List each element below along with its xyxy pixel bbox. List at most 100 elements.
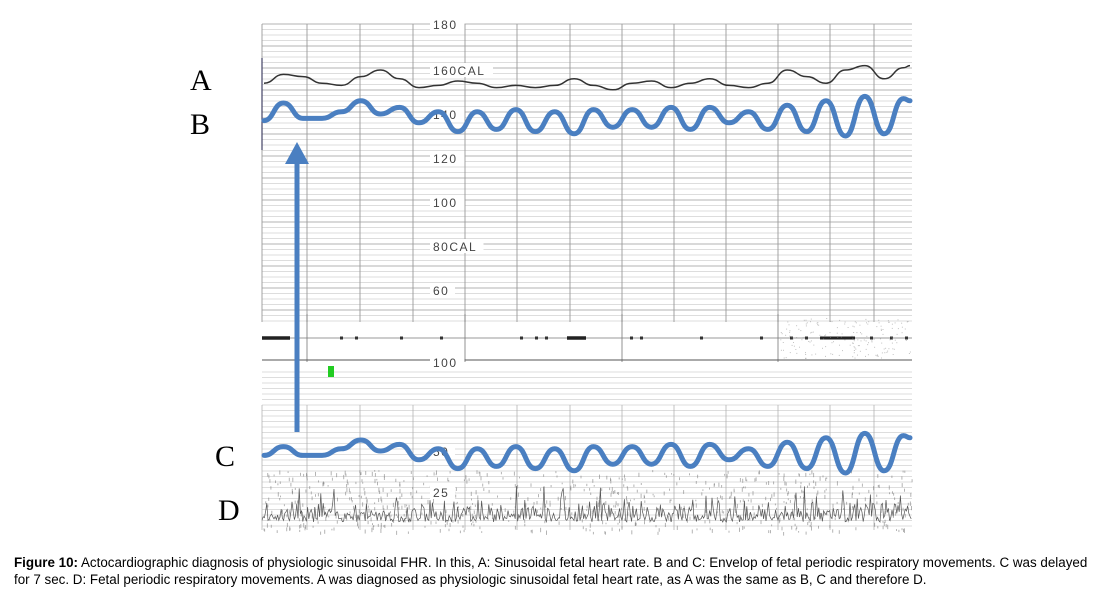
- trace-d-speck: [834, 517, 836, 521]
- trace-d-speck: [876, 494, 878, 497]
- trace-d-speck: [777, 515, 779, 519]
- trace-d-speck: [877, 526, 879, 529]
- trace-d-speck: [765, 482, 767, 485]
- band-speck: [896, 333, 898, 335]
- event-dot: [890, 336, 893, 340]
- trace-d-speck: [491, 503, 493, 506]
- trace-d-speck: [337, 497, 338, 502]
- trace-d-speck: [744, 486, 746, 489]
- event-dot: [340, 336, 343, 340]
- trace-d-speck: [473, 523, 475, 527]
- trace-d-speck: [393, 519, 395, 523]
- band-speck: [873, 338, 875, 340]
- trace-d-speck: [480, 476, 482, 481]
- band-speck: [852, 337, 854, 339]
- upper-scale-label: 80CAL: [433, 240, 477, 254]
- trace-d-speck: [904, 513, 906, 518]
- trace-d-speck: [600, 514, 602, 518]
- event-dot: [355, 336, 358, 340]
- trace-d-speck: [349, 497, 351, 501]
- trace-d-speck: [325, 516, 327, 521]
- trace-d-speck: [716, 497, 718, 500]
- trace-d-speck: [746, 479, 748, 482]
- trace-d-speck: [610, 493, 612, 497]
- trace-d-speck: [739, 500, 741, 503]
- trace-d-speck: [809, 524, 811, 528]
- trace-d-speck: [624, 474, 625, 478]
- trace-d-speck: [858, 492, 860, 495]
- trace-d-speck: [322, 482, 324, 487]
- trace-d-speck: [331, 528, 333, 531]
- trace-d-speck: [384, 524, 386, 528]
- trace-d-speck: [380, 522, 382, 527]
- event-dot: [520, 336, 523, 340]
- trace-d-speck: [721, 510, 723, 514]
- trace-d-speck: [390, 514, 392, 517]
- trace-d-speck: [399, 482, 401, 486]
- trace-d-speck: [904, 470, 906, 473]
- trace-d-speck: [911, 479, 913, 483]
- trace-d-speck: [286, 514, 288, 518]
- trace-d-speck: [457, 514, 459, 518]
- band-speck: [831, 342, 833, 344]
- band-speck: [875, 354, 877, 356]
- trace-d-speck: [404, 504, 406, 508]
- trace-d-speck: [730, 491, 732, 496]
- band-speck: [891, 342, 893, 344]
- trace-d-speck: [292, 505, 294, 508]
- band-speck: [809, 341, 811, 343]
- trace-d-speck: [589, 488, 591, 491]
- band-speck: [838, 354, 840, 356]
- trace-d-speck: [627, 487, 629, 491]
- trace-d-speck: [689, 473, 690, 476]
- band-speck: [901, 332, 903, 334]
- trace-d-speck: [370, 517, 372, 522]
- trace-d-speck: [310, 491, 312, 495]
- trace-d-speck: [723, 511, 725, 514]
- trace-d-speck: [742, 478, 744, 483]
- trace-d-speck: [302, 503, 304, 507]
- trace-d-speck: [549, 500, 551, 503]
- trace-d-speck: [368, 508, 370, 513]
- trace-d-speck: [545, 506, 547, 508]
- trace-d-speck: [311, 515, 313, 519]
- trace-d-speck: [486, 473, 488, 477]
- trace-d-speck: [786, 488, 788, 492]
- trace-d-speck: [369, 514, 371, 517]
- trace-d-speck: [446, 521, 448, 525]
- trace-d-speck: [421, 495, 423, 499]
- trace-d-speck: [808, 482, 810, 486]
- band-speck: [811, 331, 813, 333]
- band-speck: [796, 337, 798, 339]
- trace-d-speck: [621, 478, 623, 480]
- trace-d-speck: [371, 471, 373, 477]
- band-speck: [780, 339, 782, 341]
- trace-d-speck: [309, 486, 311, 490]
- trace-d-speck: [596, 496, 598, 501]
- trace-d-speck: [306, 474, 308, 479]
- trace-d-speck: [377, 481, 378, 486]
- band-speck: [876, 355, 878, 357]
- trace-d-speck: [315, 494, 316, 497]
- trace-d-speck: [324, 506, 326, 509]
- trace-d-respiratory-movements: [261, 318, 913, 536]
- trace-d-speck: [676, 525, 678, 530]
- trace-d-speck: [513, 510, 515, 513]
- trace-d-speck: [519, 476, 520, 479]
- trace-d-speck: [810, 521, 812, 526]
- band-speck: [865, 340, 867, 342]
- trace-d-speck: [346, 488, 348, 493]
- band-speck: [785, 357, 787, 359]
- trace-d-speck: [883, 522, 885, 527]
- trace-d-speck: [399, 496, 401, 500]
- band-speck: [792, 338, 794, 340]
- trace-d-speck: [273, 474, 275, 477]
- trace-d-speck: [773, 481, 775, 485]
- trace-d-speck: [572, 479, 574, 484]
- trace-d-speck: [536, 509, 538, 513]
- trace-d-speck: [296, 506, 298, 511]
- band-speck: [841, 333, 843, 335]
- trace-d-speck: [657, 508, 659, 512]
- trace-d-speck: [367, 505, 369, 508]
- band-speck: [844, 323, 846, 325]
